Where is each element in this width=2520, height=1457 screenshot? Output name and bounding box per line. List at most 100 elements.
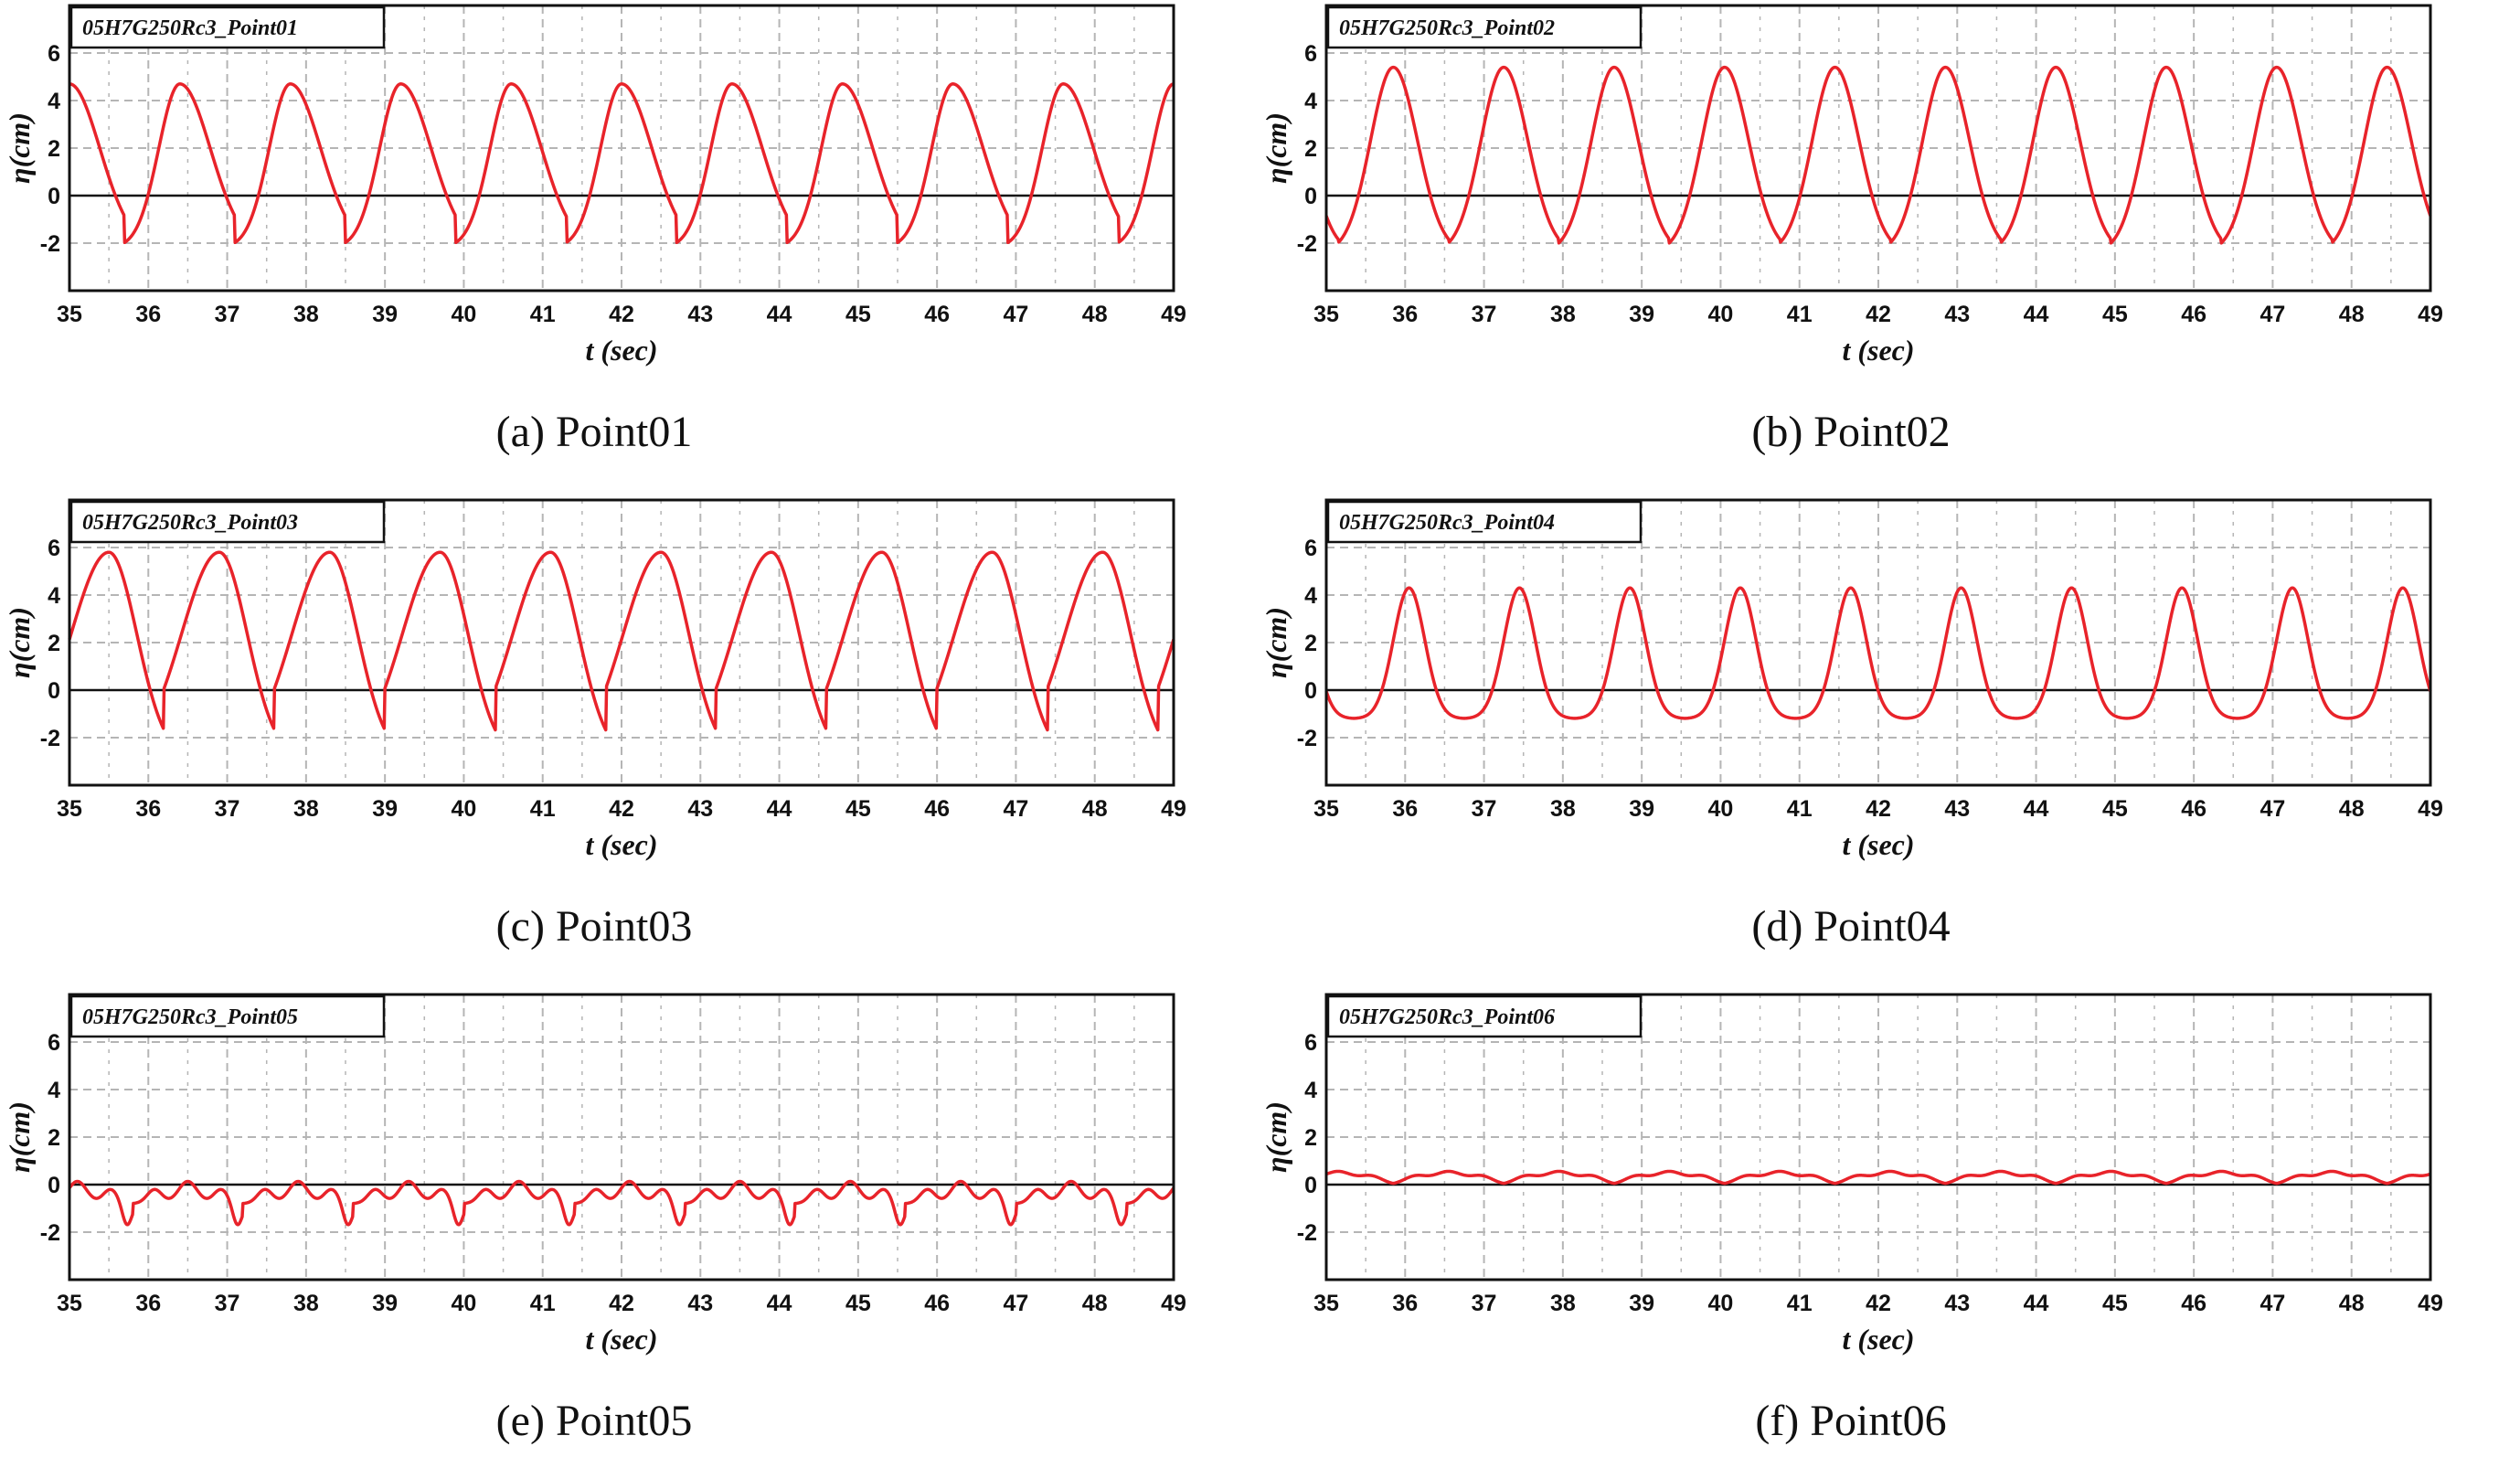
x-tick-label: 40 [452, 1291, 477, 1316]
series-line [1324, 586, 2432, 720]
chart-caption: (b) Point02 [1751, 408, 1951, 456]
x-tick-label: 36 [135, 796, 161, 822]
x-tick-label: 44 [2024, 302, 2049, 327]
legend-title: 05H7G250Rc3_Point06 [1339, 1005, 1555, 1029]
x-tick-label: 39 [1629, 302, 1654, 327]
y-tick-label: -2 [1297, 1220, 1317, 1246]
x-tick-label: 36 [1392, 302, 1418, 327]
y-tick-label: 0 [1304, 184, 1317, 209]
x-tick-label: 38 [293, 1291, 319, 1316]
x-tick-label: 37 [215, 1291, 240, 1316]
y-axis-label: η(cm) [3, 1101, 36, 1173]
x-tick-label: 45 [845, 796, 871, 822]
y-axis-label: η(cm) [1260, 1101, 1292, 1173]
chart-caption: (f) Point06 [1755, 1397, 1947, 1445]
y-tick-label: 6 [1304, 1030, 1317, 1056]
x-tick-label: 45 [845, 302, 871, 327]
plot-frame [1324, 498, 2432, 787]
x-tick-label: 35 [57, 302, 82, 327]
legend-title: 05H7G250Rc3_Point05 [82, 1005, 298, 1029]
x-tick-label: 36 [135, 1291, 161, 1316]
x-tick-label: 39 [1629, 796, 1654, 822]
chart-panel-point02: 35 36 37 38 39 40 41 42 43 44 45 46 47 48 49 -2 0 2 4 6 t (s… [1257, 0, 2518, 494]
y-tick-label: 4 [1304, 89, 1317, 114]
y-tick-label: 6 [48, 41, 60, 67]
y-tick-label: -2 [40, 1220, 60, 1246]
x-tick-label: 49 [1161, 796, 1186, 822]
x-tick-label: 38 [293, 302, 319, 327]
x-tick-label: 47 [2260, 302, 2286, 327]
x-axis-label: t (sec) [585, 828, 657, 861]
x-tick-label: 48 [2339, 1291, 2365, 1316]
x-tick-label: 44 [767, 796, 792, 822]
x-tick-label: 37 [1472, 1291, 1497, 1316]
x-tick-label: 45 [2102, 796, 2128, 822]
y-tick-label: 0 [1304, 1173, 1317, 1198]
chart-caption: (e) Point05 [495, 1397, 693, 1445]
x-tick-label: 40 [452, 302, 477, 327]
x-axis-label: t (sec) [1842, 1323, 1914, 1356]
x-tick-label: 48 [1082, 1291, 1108, 1316]
x-tick-label: 40 [1708, 1291, 1734, 1316]
plot-frame [68, 4, 1175, 292]
x-tick-label: 46 [924, 302, 950, 327]
y-tick-label: 2 [1304, 1125, 1317, 1151]
y-tick-label: 0 [48, 184, 60, 209]
chart-panel-point01: 35 36 37 38 39 40 41 42 43 44 45 46 47 48 49 -2 0 2 4 6 t (s… [0, 0, 1261, 494]
x-tick-label: 45 [2102, 302, 2128, 327]
x-tick-label: 46 [924, 796, 950, 822]
chart-panel-point03: 35 36 37 38 39 40 41 42 43 44 45 46 47 48 49 -2 0 2 4 6 t (s… [0, 495, 1261, 988]
y-tick-label: 0 [48, 1173, 60, 1198]
x-tick-label: 43 [1944, 1291, 1970, 1316]
x-tick-label: 42 [1866, 1291, 1891, 1316]
series-line [68, 1179, 1175, 1227]
x-tick-label: 44 [2024, 1291, 2049, 1316]
x-tick-label: 38 [1550, 1291, 1576, 1316]
x-axis-label: t (sec) [585, 334, 657, 367]
x-tick-label: 43 [687, 1291, 713, 1316]
x-tick-label: 41 [1787, 796, 1813, 822]
x-tick-label: 46 [2181, 302, 2206, 327]
x-tick-label: 35 [57, 1291, 82, 1316]
y-axis-label: η(cm) [3, 112, 36, 184]
x-tick-label: 47 [2260, 796, 2286, 822]
x-tick-label: 40 [1708, 302, 1734, 327]
x-tick-label: 42 [1866, 796, 1891, 822]
x-tick-label: 37 [215, 302, 240, 327]
y-tick-label: 6 [1304, 41, 1317, 67]
y-tick-label: 4 [1304, 583, 1317, 609]
y-tick-label: 0 [1304, 678, 1317, 704]
chart-caption: (d) Point04 [1751, 902, 1951, 951]
legend-box [1326, 994, 1643, 1038]
y-tick-label: 0 [48, 678, 60, 704]
x-tick-label: 36 [1392, 796, 1418, 822]
y-tick-label: -2 [1297, 726, 1317, 751]
x-tick-label: 45 [2102, 1291, 2128, 1316]
x-tick-label: 49 [2418, 796, 2443, 822]
x-axis-label: t (sec) [1842, 334, 1914, 367]
chart-panel-point05: 35 36 37 38 39 40 41 42 43 44 45 46 47 48 49 -2 0 2 4 6 t (s… [0, 989, 1261, 1457]
y-axis-label: η(cm) [1260, 607, 1292, 678]
x-tick-label: 37 [215, 796, 240, 822]
chart-panel-point06: 35 36 37 38 39 40 41 42 43 44 45 46 47 48 49 -2 0 2 4 6 t (s… [1257, 989, 2518, 1457]
x-tick-label: 49 [2418, 1291, 2443, 1316]
x-tick-label: 47 [1004, 796, 1029, 822]
x-axis-label: t (sec) [585, 1323, 657, 1356]
plot-frame [68, 498, 1175, 787]
y-tick-label: 4 [48, 89, 60, 114]
legend-box [69, 994, 386, 1038]
x-tick-label: 46 [2181, 1291, 2206, 1316]
y-tick-label: -2 [40, 726, 60, 751]
y-tick-label: 2 [1304, 136, 1317, 162]
legend-title: 05H7G250Rc3_Point03 [82, 511, 298, 535]
y-tick-label: 6 [48, 1030, 60, 1056]
legend-box [69, 5, 386, 49]
x-tick-label: 48 [2339, 302, 2365, 327]
y-tick-label: 4 [1304, 1078, 1317, 1103]
series-line [69, 82, 1175, 245]
x-tick-label: 42 [609, 1291, 634, 1316]
